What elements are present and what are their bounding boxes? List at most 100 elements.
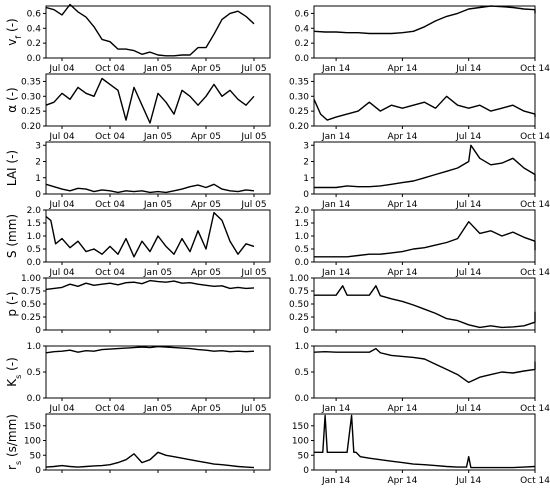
x-tick-label: Apr 14 [387, 476, 417, 486]
y-tick-label: 0.25 [289, 313, 309, 323]
x-tick-label: Oct 14 [520, 268, 550, 278]
y-axis-label-main: K [5, 378, 19, 387]
x-tick-label: Jul 05 [240, 268, 266, 278]
y-tick-label: 1.5 [295, 219, 309, 229]
y-tick-label: 0.0 [27, 394, 42, 404]
y-tick-label: 0.35 [21, 77, 41, 87]
x-tick-label: Jul 14 [455, 200, 481, 210]
x-tick-label: Oct 14 [520, 476, 550, 486]
x-tick-label: Apr 05 [191, 200, 221, 210]
y-tick-label: 0.4 [295, 24, 310, 34]
panel-v_f-2014: 0.0 0.2 0.4 0.6 Jan 14 Apr 14 Jul 14 Oct 14 [295, 5, 550, 74]
x-tick-label: Apr 14 [387, 132, 417, 142]
y-axis-label: Ks (-) [5, 357, 23, 387]
x-tick-label: Oct 14 [520, 200, 550, 210]
panel-LAI-2014: 0 1 2 3 Jan 14 Apr 14 Jul 14 Oct 14 [303, 141, 550, 210]
y-axis-label-main: α [5, 105, 19, 113]
y-tick-label: 1.0 [27, 232, 42, 242]
y-tick-label: 0.5 [295, 245, 309, 255]
y-axis-label-main: v [5, 39, 19, 46]
y-axis-label: LAI (-) [5, 150, 19, 186]
x-tick-label: Jul 05 [240, 200, 266, 210]
panel-p-2014: 0 0.25 0.50 0.75 1.00 [289, 274, 536, 336]
y-tick-label: 0.0 [27, 54, 42, 64]
x-tick-label: Apr 05 [191, 64, 221, 74]
y-tick-label: 0 [303, 326, 309, 336]
x-tick-label: Oct 14 [520, 404, 550, 414]
x-tick-label: Oct 04 [95, 64, 125, 74]
y-axis-label-subscript: s [14, 375, 23, 379]
y-tick-label: 0.25 [21, 313, 41, 323]
x-tick-label: Jul 05 [240, 132, 266, 142]
y-axis-label: rs (s/mm) [5, 414, 23, 470]
axes-frame [45, 413, 271, 471]
y-axis-label-subscript: f [14, 36, 23, 39]
y-tick-label: 3 [303, 141, 309, 151]
x-tick-label: Oct 04 [95, 268, 125, 278]
series-line [45, 279, 255, 291]
y-tick-label: 0.2 [295, 39, 309, 49]
y-tick-label: 2.0 [27, 206, 42, 216]
y-tick-label: 1.00 [289, 274, 309, 284]
panel-K_s-2014: 0.0 0.5 1.0 Jan 14 Apr 14 Jul 14 Oct 14 [295, 342, 550, 414]
x-tick-label: Jul 14 [455, 268, 481, 278]
y-tick-label: 50 [30, 451, 42, 461]
x-tick-label: Jul 14 [455, 404, 481, 414]
axes-frame [313, 277, 536, 331]
panel-K_s-2004: 0.0 0.5 1.0 Jul 04 Oct 04 Jan 05 Apr 05 Jul 05 K… [5, 342, 271, 414]
y-axis-label: p (-) [5, 291, 19, 316]
x-tick-label: Jan 14 [321, 64, 350, 74]
y-tick-label: 0.6 [27, 9, 42, 19]
x-tick-label: Jan 14 [321, 268, 350, 278]
y-tick-label: 150 [292, 422, 309, 432]
y-tick-label: 1.5 [27, 219, 41, 229]
axes-frame [313, 141, 536, 195]
axes-frame [45, 141, 271, 195]
y-tick-label: 2.0 [295, 206, 310, 216]
panel-albedo-2004: 0.20 0.25 0.30 0.35 Jul 04 Oct 04 Jan 05 Apr 05… [5, 73, 271, 142]
x-tick-label: Oct 04 [95, 132, 125, 142]
y-tick-label: 0.20 [21, 122, 41, 132]
series-line [314, 221, 536, 258]
axes-frame [313, 5, 536, 59]
y-tick-label: 0.5 [27, 245, 41, 255]
axes-frame [313, 73, 536, 127]
y-tick-label: 0.75 [289, 287, 309, 297]
x-tick-label: Jul 04 [48, 132, 74, 142]
series-line [45, 183, 255, 194]
x-tick-label: Apr 14 [387, 268, 417, 278]
series-line [314, 144, 536, 189]
y-tick-label: 2 [35, 158, 41, 168]
y-axis-label-subscript: s [14, 461, 23, 465]
series-line [313, 95, 536, 121]
y-tick-label: 1 [35, 174, 41, 184]
y-axis-label-main: p [5, 309, 19, 317]
series-line [45, 211, 255, 258]
x-tick-label: Jan 14 [321, 200, 350, 210]
y-tick-label: 150 [24, 422, 41, 432]
x-tick-label: Jan 05 [143, 64, 172, 74]
y-tick-label: 1.0 [27, 342, 42, 352]
y-tick-label: 3 [35, 141, 41, 151]
x-tick-label: Jul 14 [455, 64, 481, 74]
series-line [45, 451, 255, 469]
y-tick-label: 0.35 [289, 77, 309, 87]
y-axis-label-unit: (-) [5, 18, 19, 36]
series-line [314, 414, 536, 469]
x-tick-label: Jul 04 [48, 404, 74, 414]
x-tick-label: Jul 05 [240, 404, 266, 414]
y-tick-label: 0.50 [21, 300, 41, 310]
x-tick-label: Jan 14 [321, 476, 350, 486]
y-axis-label-unit: (-) [5, 291, 19, 309]
axes-frame [45, 73, 271, 127]
panel-v_f-2004: 0.0 0.2 0.4 0.6 Jul 04 Oct 04 Jan 05 Apr 05 Jul … [5, 3, 271, 74]
x-tick-label: Apr 05 [191, 268, 221, 278]
y-tick-label: 0 [35, 466, 41, 476]
y-tick-label: 0 [303, 466, 309, 476]
axes-frame [45, 345, 271, 399]
x-tick-label: Jul 04 [48, 268, 74, 278]
y-tick-label: 0.0 [27, 258, 42, 268]
y-tick-label: 0.25 [289, 107, 309, 117]
series-line [45, 345, 255, 354]
